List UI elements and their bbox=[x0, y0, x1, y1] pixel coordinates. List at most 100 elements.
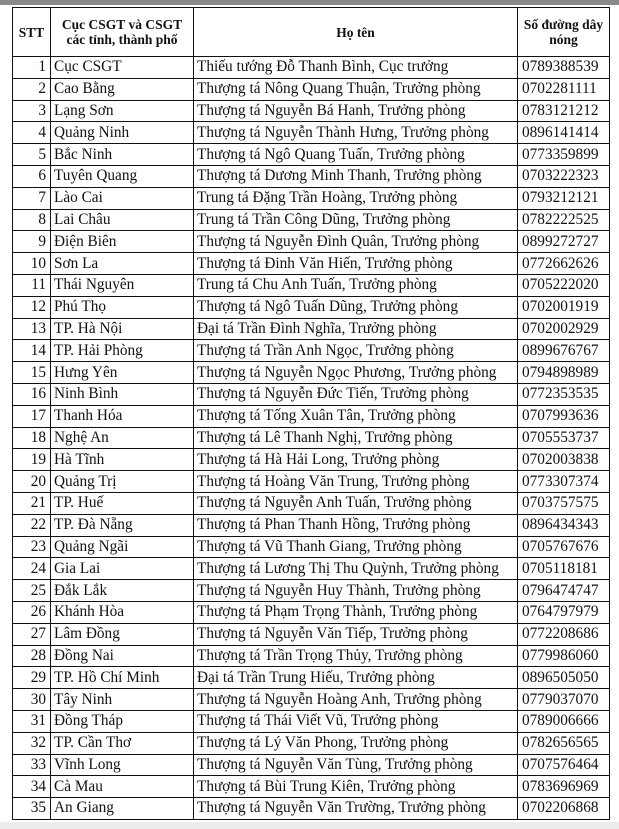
stt-cell: 27 bbox=[12, 622, 51, 646]
table-row: 15 Hưng Yên Thượng tá Nguyễn Ngọc Phương, … bbox=[12, 361, 610, 384]
table-row: 1 Cục CSGT Thiếu tướng Đỗ Thanh Bình, Cục … bbox=[12, 56, 610, 79]
name-cell: Thiếu tướng Đỗ Thanh Bình, Cục trưởng bbox=[193, 56, 518, 79]
phone-cell: 0703222323 bbox=[517, 164, 610, 188]
phone-cell: 0703757575 bbox=[517, 491, 610, 515]
table-row: 29 TP. Hồ Chí Minh Đại tá Trần Trung Hiếu,… bbox=[12, 666, 610, 690]
stt-cell: 10 bbox=[12, 252, 51, 275]
name-cell: Thượng tá Nguyễn Đức Tiến, Trưởng phòng bbox=[193, 382, 518, 406]
stt-cell: 31 bbox=[12, 709, 51, 733]
table-row: 21 TP. Huế Thượng tá Nguyễn Anh Tuấn, Trưở… bbox=[12, 491, 610, 515]
name-cell: Trung tá Trần Công Dũng, Trưởng phòng bbox=[193, 208, 518, 232]
phone-cell: 0705553737 bbox=[517, 426, 610, 450]
unit-cell: Khánh Hòa bbox=[50, 600, 194, 624]
unit-cell: Thái Nguyên bbox=[50, 273, 194, 297]
stt-cell: 23 bbox=[12, 535, 51, 559]
phone-cell: 0896434343 bbox=[517, 513, 610, 537]
phone-cell: 0899272727 bbox=[517, 230, 610, 254]
stt-cell: 7 bbox=[12, 186, 51, 210]
unit-cell: TP. Hải Phòng bbox=[50, 339, 194, 363]
table-row: 26 Khánh Hòa Thượng tá Phạm Trọng Thành, T… bbox=[12, 600, 610, 624]
unit-cell: TP. Đà Nẵng bbox=[50, 513, 194, 537]
table-row: 23 Quảng Ngãi Thượng tá Vũ Thanh Giang, Tr… bbox=[12, 535, 610, 559]
unit-cell: An Giang bbox=[50, 797, 194, 820]
table-row: 27 Lâm Đồng Thượng tá Nguyễn Văn Tiếp, Trư… bbox=[12, 622, 610, 646]
stt-cell: 25 bbox=[12, 579, 51, 602]
table-row: 8 Lai Châu Trung tá Trần Công Dũng, Trưởng… bbox=[12, 208, 610, 232]
phone-cell: 0773307374 bbox=[517, 470, 610, 493]
stt-cell: 14 bbox=[12, 339, 51, 363]
unit-cell: Hà Tĩnh bbox=[50, 448, 194, 472]
phone-cell: 0707993636 bbox=[517, 404, 610, 428]
unit-cell: TP. Hà Nội bbox=[50, 317, 194, 341]
header-name: Họ tên bbox=[193, 7, 518, 57]
table-row: 28 Đồng Nai Thượng tá Trần Trọng Thủy, Trư… bbox=[12, 644, 610, 668]
table-row: 24 Gia Lai Thượng tá Lương Thị Thu Quỳnh, … bbox=[12, 557, 610, 581]
name-cell: Thượng tá Bùi Trung Kiên, Trưởng phòng bbox=[193, 775, 518, 799]
stt-cell: 28 bbox=[12, 644, 51, 668]
header-unit: Cục CSGT và CSGT các tỉnh, thành phố bbox=[50, 7, 194, 57]
name-cell: Thượng tá Nguyễn Huy Thành, Trưởng phòng bbox=[193, 579, 518, 602]
top-border-bar bbox=[0, 0, 619, 5]
stt-cell: 22 bbox=[12, 513, 51, 537]
name-cell: Đại tá Trần Trung Hiếu, Trưởng phòng bbox=[193, 666, 518, 690]
name-cell: Thượng tá Nguyễn Hoàng Anh, Trưởng phòng bbox=[193, 688, 518, 711]
stt-cell: 3 bbox=[12, 99, 51, 123]
table-row: 16 Ninh Bình Thượng tá Nguyễn Đức Tiến, Tr… bbox=[12, 382, 610, 406]
phone-cell: 0782656565 bbox=[517, 731, 610, 755]
name-cell: Thượng tá Nguyễn Văn Tiếp, Trưởng phòng bbox=[193, 622, 518, 646]
stt-cell: 15 bbox=[12, 361, 51, 384]
stt-cell: 24 bbox=[12, 557, 51, 581]
phone-cell: 0896505050 bbox=[517, 666, 610, 690]
stt-cell: 30 bbox=[12, 688, 51, 711]
table-row: 2 Cao Bằng Thượng tá Nông Quang Thuận, Trư… bbox=[12, 77, 610, 101]
phone-cell: 0764797979 bbox=[517, 600, 610, 624]
unit-cell: TP. Hồ Chí Minh bbox=[50, 666, 194, 690]
stt-cell: 18 bbox=[12, 426, 51, 450]
unit-cell: Cục CSGT bbox=[50, 56, 194, 79]
unit-cell: Lào Cai bbox=[50, 186, 194, 210]
name-cell: Thượng tá Nguyễn Anh Tuấn, Trưởng phòng bbox=[193, 491, 518, 515]
name-cell: Thượng tá Trần Trọng Thủy, Trưởng phòng bbox=[193, 644, 518, 668]
phone-cell: 0772208686 bbox=[517, 622, 610, 646]
phone-cell: 0702281111 bbox=[517, 77, 610, 101]
unit-cell: Sơn La bbox=[50, 252, 194, 275]
stt-cell: 4 bbox=[12, 121, 51, 145]
phone-cell: 0782222525 bbox=[517, 208, 610, 232]
name-cell: Đại tá Trần Đình Nghĩa, Trưởng phòng bbox=[193, 317, 518, 341]
name-cell: Thượng tá Nguyễn Ngọc Phương, Trưởng phò… bbox=[193, 361, 518, 384]
unit-cell: Đồng Tháp bbox=[50, 709, 194, 733]
unit-cell: Vĩnh Long bbox=[50, 753, 194, 777]
table-row: 22 TP. Đà Nẵng Thượng tá Phan Thanh Hồng, … bbox=[12, 513, 610, 537]
phone-cell: 0789006666 bbox=[517, 709, 610, 733]
name-cell: Thượng tá Phan Thanh Hồng, Trưởng phòng bbox=[193, 513, 518, 537]
unit-cell: Điện Biên bbox=[50, 230, 194, 254]
stt-cell: 26 bbox=[12, 600, 51, 624]
bottom-bar bbox=[0, 822, 619, 829]
unit-cell: Lâm Đồng bbox=[50, 622, 194, 646]
name-cell: Thượng tá Nguyễn Văn Tùng, Trưởng phòng bbox=[193, 753, 518, 777]
name-cell: Thượng tá Vũ Thanh Giang, Trưởng phòng bbox=[193, 535, 518, 559]
name-cell: Thượng tá Nguyễn Thành Hưng, Trưởng phòn… bbox=[193, 121, 518, 145]
phone-cell: 0702002929 bbox=[517, 317, 610, 341]
unit-cell: Nghệ An bbox=[50, 426, 194, 450]
table-row: 18 Nghệ An Thượng tá Lê Thanh Nghị, Trưởng… bbox=[12, 426, 610, 450]
phone-cell: 0772662626 bbox=[517, 252, 610, 275]
table-row: 32 TP. Cần Thơ Thượng tá Lý Văn Phong, Trư… bbox=[12, 731, 610, 755]
table-row: 7 Lào Cai Trung tá Đặng Trần Hoàng, Trưởng… bbox=[12, 186, 610, 210]
phone-cell: 0705118181 bbox=[517, 557, 610, 581]
name-cell: Thượng tá Hoàng Văn Trung, Trưởng phòng bbox=[193, 470, 518, 493]
name-cell: Thượng tá Nguyễn Văn Trường, Trưởng phòn… bbox=[193, 797, 518, 820]
name-cell: Thượng tá Ngô Quang Tuấn, Trưởng phòng bbox=[193, 143, 518, 166]
name-cell: Thượng tá Phạm Trọng Thành, Trưởng phòng bbox=[193, 600, 518, 624]
phone-cell: 0796474747 bbox=[517, 579, 610, 602]
unit-cell: Hưng Yên bbox=[50, 361, 194, 384]
hotline-table: STT Cục CSGT và CSGT các tỉnh, thành phố… bbox=[12, 7, 610, 820]
stt-cell: 17 bbox=[12, 404, 51, 428]
unit-cell: Phú Thọ bbox=[50, 295, 194, 319]
table-row: 30 Tây Ninh Thượng tá Nguyễn Hoàng Anh, Tr… bbox=[12, 688, 610, 711]
table-row: 34 Cà Mau Thượng tá Bùi Trung Kiên, Trưởng… bbox=[12, 775, 610, 799]
header-stt: STT bbox=[12, 7, 51, 57]
stt-cell: 9 bbox=[12, 230, 51, 254]
phone-cell: 0773359899 bbox=[517, 143, 610, 166]
table-row: 20 Quảng Trị Thượng tá Hoàng Văn Trung, Tr… bbox=[12, 470, 610, 493]
